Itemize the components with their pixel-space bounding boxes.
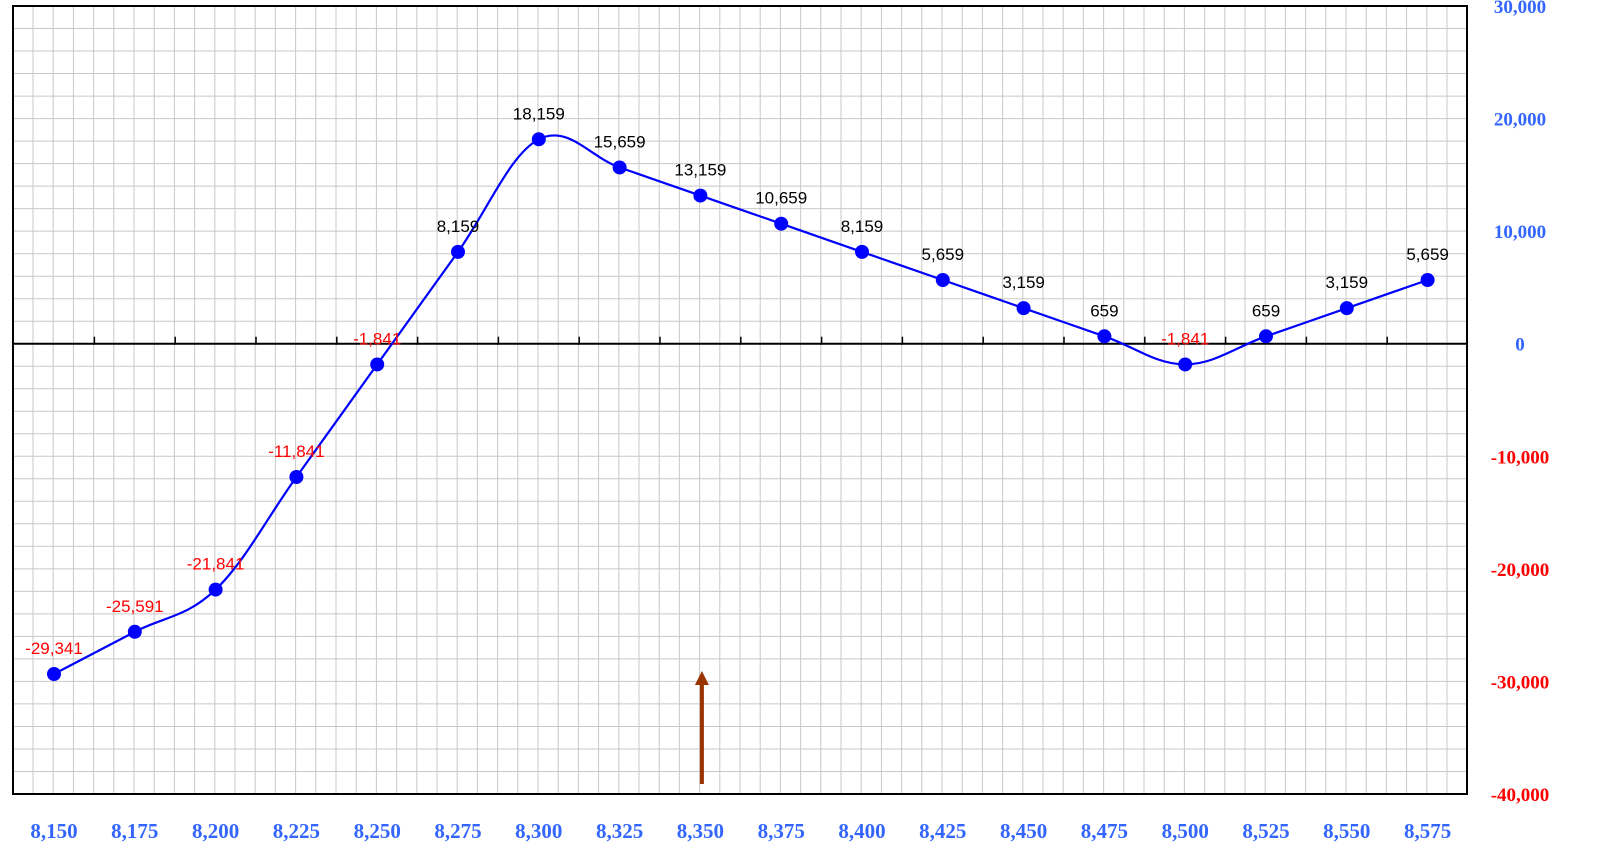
x-tick-label: 8,175: [111, 819, 158, 843]
x-tick-label: 8,350: [677, 819, 724, 843]
x-axis: 8,150 8,175 8,200 8,225 8,250 8,275 8,300 8,325…: [30, 819, 1451, 843]
x-tick-label: 8,500: [1162, 819, 1209, 843]
data-point: [451, 244, 465, 259]
y-tick-label: 10,000: [1494, 222, 1546, 243]
x-axis-ticks: [93, 336, 1388, 345]
data-labels: -29,341 -25,591 -21,841 -11,841 -1,841 8,159 1…: [25, 104, 1449, 658]
x-tick-label: 8,150: [30, 819, 77, 843]
y-axis: 30,000 20,000 10,000 0 -10,000 -20,000 -30,000…: [1491, 0, 1550, 806]
price-marker-arrow: [694, 671, 709, 784]
data-label: 15,659: [594, 132, 646, 151]
data-label: 10,659: [755, 189, 807, 208]
data-point: [935, 273, 950, 288]
data-label: -11,841: [268, 442, 324, 461]
x-tick-label: 8,450: [1000, 819, 1047, 843]
data-label: -21,841: [187, 555, 245, 574]
data-point: [1259, 329, 1273, 344]
x-tick-label: 8,250: [354, 819, 401, 843]
data-point: [693, 188, 708, 203]
data-point: [531, 132, 546, 147]
data-point: [208, 582, 223, 597]
data-point: [774, 216, 789, 231]
data-points: [47, 132, 1435, 682]
data-point: [612, 160, 627, 175]
data-point: [370, 357, 385, 372]
y-tick-label: -20,000: [1491, 560, 1550, 581]
x-tick-label: 8,575: [1404, 819, 1451, 843]
data-label: 659: [1252, 301, 1280, 320]
series-line: [53, 134, 1428, 675]
arrow-head: [694, 671, 709, 685]
data-label: 13,159: [674, 161, 726, 180]
x-tick-label: 8,400: [838, 819, 885, 843]
x-tick-label: 8,550: [1323, 819, 1370, 843]
data-point: [1420, 273, 1435, 288]
data-label: 5,659: [1406, 245, 1449, 264]
data-point: [855, 244, 869, 259]
data-label: -1,841: [1161, 329, 1209, 348]
y-tick-label: -10,000: [1491, 447, 1550, 468]
data-label: 8,159: [841, 217, 884, 236]
data-point: [1178, 357, 1193, 372]
x-tick-label: 8,325: [596, 819, 643, 843]
data-label: 18,159: [513, 104, 565, 123]
data-label: -29,341: [25, 639, 83, 658]
x-tick-label: 8,225: [273, 819, 320, 843]
data-point: [47, 667, 61, 682]
data-label: 8,159: [437, 217, 480, 236]
x-tick-label: 8,425: [919, 819, 966, 843]
y-tick-label: -30,000: [1491, 672, 1550, 693]
x-tick-label: 8,275: [434, 819, 481, 843]
y-tick-label: -40,000: [1491, 785, 1550, 806]
y-tick-label: 0: [1515, 335, 1525, 356]
data-point: [1339, 301, 1354, 316]
y-tick-label: 20,000: [1494, 110, 1546, 131]
x-tick-label: 8,375: [758, 819, 805, 843]
grid: [13, 6, 1467, 794]
data-point: [1097, 329, 1112, 344]
data-point: [1016, 301, 1031, 316]
y-tick-label: 30,000: [1494, 0, 1546, 18]
data-label: 3,159: [1002, 273, 1045, 292]
x-tick-label: 8,525: [1242, 819, 1289, 843]
data-label: 3,159: [1326, 273, 1369, 292]
x-tick-label: 8,475: [1081, 819, 1128, 843]
plot-area-border: [12, 5, 1468, 795]
x-tick-label: 8,300: [515, 819, 562, 843]
data-label: 5,659: [922, 245, 965, 264]
data-label: -25,591: [106, 597, 164, 616]
data-label: 659: [1090, 301, 1118, 320]
data-label: -1,841: [353, 329, 401, 348]
data-point: [127, 624, 142, 639]
data-point: [289, 470, 304, 485]
x-tick-label: 8,200: [192, 819, 239, 843]
